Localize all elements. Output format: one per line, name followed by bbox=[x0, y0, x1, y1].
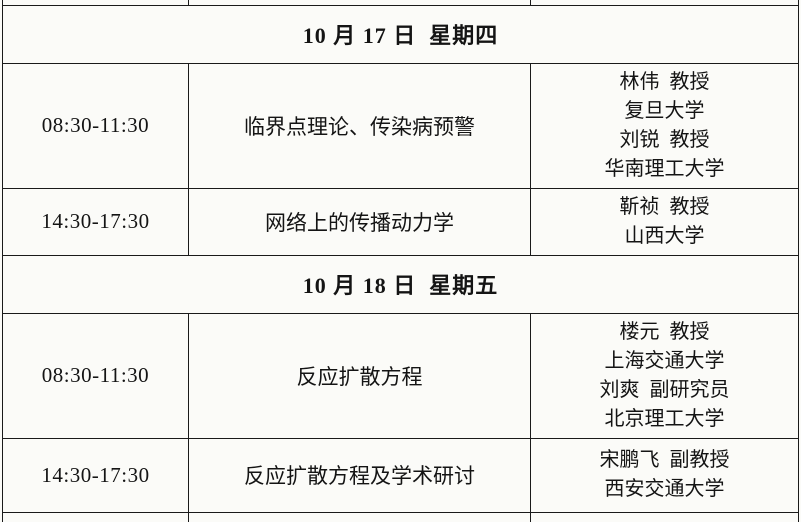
session-row: 14:30-17:30 反应扩散方程及学术研讨 宋鹏飞 副教授 西安交通大学 bbox=[2, 437, 799, 513]
session-speakers: 靳祯 教授 山西大学 bbox=[530, 187, 799, 256]
speaker-line: 西安交通大学 bbox=[604, 478, 725, 500]
session-topic: 临界点理论、传染病预警 bbox=[188, 62, 531, 189]
session-time: 08:30-11:30 bbox=[2, 62, 189, 189]
session-speakers: 宋鹏飞 副教授 西安交通大学 bbox=[530, 437, 799, 513]
session-topic: 反应扩散方程 bbox=[188, 312, 531, 439]
session-time: 14:30-17:30 bbox=[2, 437, 189, 513]
day-header-row: 10 月 18 日 星期五 bbox=[2, 254, 799, 314]
day-header-oct17: 10 月 17 日 星期四 bbox=[2, 4, 799, 64]
session-time: 08:30-11:30 bbox=[2, 312, 189, 439]
session-row: 08:30-11:30 反应扩散方程 楼元 教授 上海交通大学 刘爽 副研究员 … bbox=[2, 312, 799, 439]
cropped-row-bottom bbox=[2, 511, 799, 522]
speaker-line: 刘爽 副研究员 bbox=[599, 378, 730, 401]
cropped-cell bbox=[2, 511, 189, 522]
speaker-line: 刘锐 教授 bbox=[619, 128, 710, 151]
session-speakers: 林伟 教授 复旦大学 刘锐 教授 华南理工大学 bbox=[530, 62, 799, 189]
session-row: 14:30-17:30 网络上的传播动力学 靳祯 教授 山西大学 bbox=[2, 187, 799, 256]
speaker-line: 靳祯 教授 bbox=[619, 195, 710, 218]
speaker-line: 上海交通大学 bbox=[604, 349, 725, 372]
speaker-line: 华南理工大学 bbox=[604, 157, 725, 180]
session-time: 14:30-17:30 bbox=[2, 187, 189, 256]
speaker-line: 复旦大学 bbox=[624, 99, 705, 122]
session-topic: 反应扩散方程及学术研讨 bbox=[188, 437, 531, 513]
cropped-cell bbox=[530, 511, 799, 522]
speaker-line: 宋鹏飞 副教授 bbox=[599, 449, 730, 471]
session-row: 08:30-11:30 临界点理论、传染病预警 林伟 教授 复旦大学 刘锐 教授… bbox=[2, 62, 799, 189]
speaker-line: 林伟 教授 bbox=[619, 70, 710, 93]
speaker-line: 山西大学 bbox=[624, 224, 705, 247]
session-topic: 网络上的传播动力学 bbox=[188, 187, 531, 256]
speaker-line: 楼元 教授 bbox=[619, 320, 710, 343]
session-speakers: 楼元 教授 上海交通大学 刘爽 副研究员 北京理工大学 bbox=[530, 312, 799, 439]
day-header-row: 10 月 17 日 星期四 bbox=[2, 4, 799, 64]
speaker-line: 北京理工大学 bbox=[604, 407, 725, 430]
day-header-oct18: 10 月 18 日 星期五 bbox=[2, 254, 799, 314]
cropped-cell bbox=[188, 511, 531, 522]
